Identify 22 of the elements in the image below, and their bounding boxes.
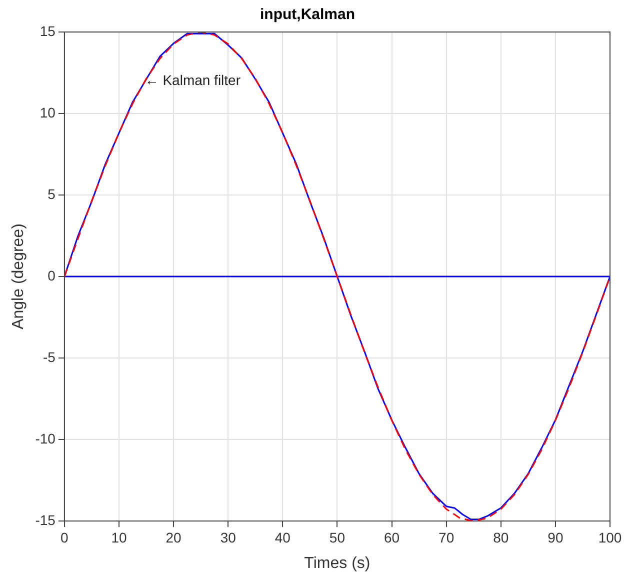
- x-tick-label: 60: [384, 529, 400, 546]
- y-tick-label: 15: [40, 22, 56, 39]
- x-tick-label: 20: [166, 529, 182, 546]
- x-tick-label: 50: [329, 529, 346, 546]
- x-tick-label: 10: [111, 529, 127, 546]
- y-tick-label: 0: [48, 267, 56, 284]
- x-tick-label: 80: [493, 529, 509, 546]
- x-tick-label: 70: [438, 529, 454, 546]
- x-tick-label: 90: [548, 529, 564, 546]
- y-axis-title: Angle (degree): [10, 224, 28, 330]
- x-tick-label: 40: [274, 529, 291, 546]
- x-tick-label: 100: [598, 529, 622, 546]
- y-tick-label: -5: [42, 348, 56, 365]
- x-tick-label: 30: [220, 529, 236, 546]
- y-tick-label: -10: [35, 430, 56, 446]
- x-axis-title: Times (s): [304, 554, 370, 572]
- chart-title: input,Kalman: [260, 6, 356, 24]
- annotation: ← Kalman filter: [144, 72, 241, 88]
- y-tick-label: 10: [40, 104, 56, 120]
- y-tick-label: 5: [48, 186, 56, 202]
- y-tick-label: -15: [35, 512, 56, 528]
- x-tick-label: 0: [60, 529, 69, 546]
